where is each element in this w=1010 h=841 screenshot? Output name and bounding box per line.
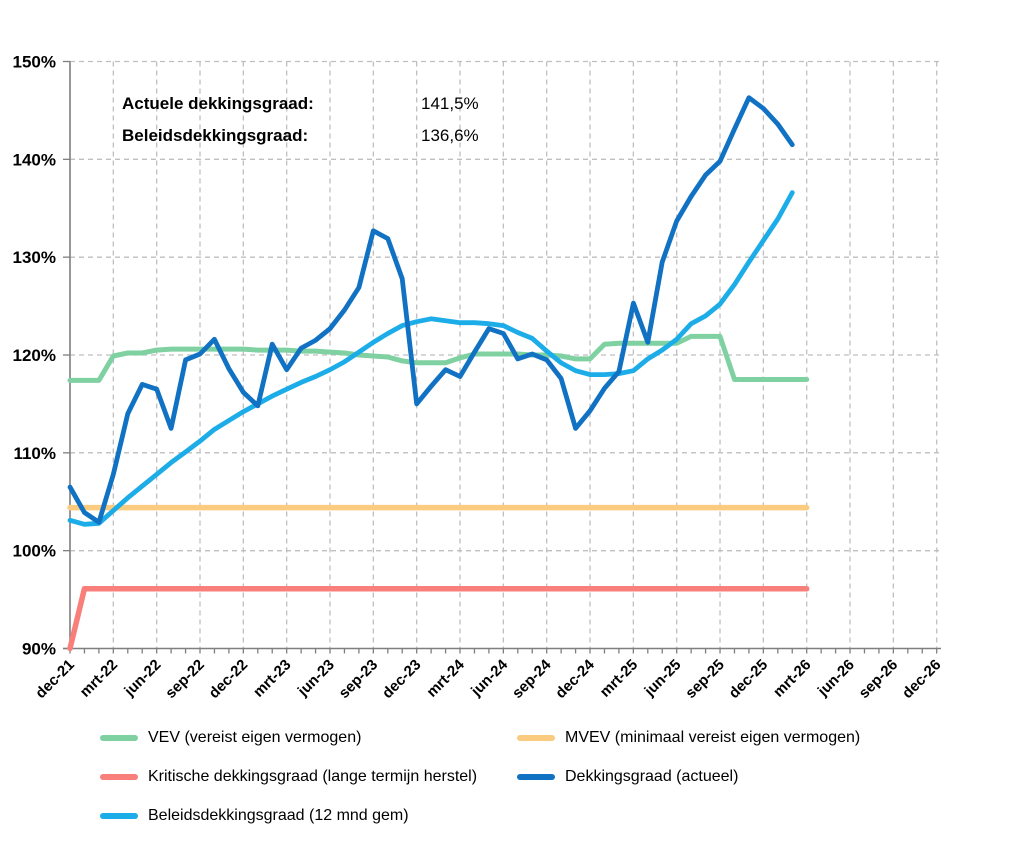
kritische-line-swatch [100, 774, 138, 780]
svg-text:dec-26: dec-26 [899, 656, 945, 702]
svg-text:120%: 120% [13, 346, 56, 365]
series-line-4 [67, 190, 795, 527]
legend-label-dekkingsgraad: Dekkingsgraad (actueel) [565, 768, 739, 785]
annotation-row-actuele: Actuele dekkingsgraad: 141,5% [122, 94, 479, 114]
svg-text:sep-22: sep-22 [162, 656, 208, 702]
svg-text:jun-22: jun-22 [121, 656, 165, 700]
svg-text:dec-25: dec-25 [726, 656, 772, 702]
svg-text:jun-23: jun-23 [294, 656, 338, 700]
series-line-2 [67, 586, 810, 652]
svg-text:dec-24: dec-24 [552, 656, 598, 702]
actuele-dekkingsgraad-label: Actuele dekkingsgraad: [122, 94, 314, 113]
legend-label-vev: VEV (vereist eigen vermogen) [148, 729, 362, 746]
series-line-3 [67, 95, 795, 525]
svg-text:140%: 140% [13, 150, 56, 169]
svg-text:jun-24: jun-24 [467, 656, 511, 700]
svg-text:sep-25: sep-25 [682, 656, 728, 702]
svg-text:dec-21: dec-21 [32, 656, 78, 702]
series-line-0 [67, 333, 810, 383]
actuele-dekkingsgraad-value: 141,5% [421, 94, 479, 113]
beleidsdekkingsgraad-label: Beleidsdekkingsgraad: [122, 126, 309, 145]
dekkingsgraad-line-swatch [517, 774, 555, 780]
legend-item-kritische: Kritische dekkingsgraad (lange termijn h… [100, 766, 477, 788]
legend-item-beleidsdekkingsgraad: Beleidsdekkingsgraad (12 mnd gem) [100, 805, 409, 827]
svg-text:mrt-26: mrt-26 [770, 656, 814, 700]
svg-text:150%: 150% [13, 53, 56, 72]
svg-text:110%: 110% [13, 444, 56, 463]
legend-label-kritische: Kritische dekkingsgraad (lange termijn h… [148, 768, 478, 785]
svg-text:mrt-24: mrt-24 [423, 656, 468, 701]
svg-text:90%: 90% [22, 640, 56, 659]
svg-text:mrt-22: mrt-22 [77, 656, 121, 700]
svg-text:sep-23: sep-23 [336, 656, 382, 702]
annotation-row-beleids: Beleidsdekkingsgraad: 136,6% [122, 126, 479, 146]
mvev-line-swatch [517, 735, 555, 741]
legend-item-vev: VEV (vereist eigen vermogen) [100, 727, 361, 749]
beleidsdekkingsgraad-value: 136,6% [421, 126, 479, 145]
svg-text:jun-25: jun-25 [641, 656, 685, 700]
vev-line-swatch [100, 735, 138, 741]
beleidsdekkingsgraad-line-swatch [100, 813, 138, 819]
legend-item-mvev: MVEV (minimaal vereist eigen vermogen) [517, 727, 860, 749]
legend-label-beleidsdekkingsgraad: Beleidsdekkingsgraad (12 mnd gem) [148, 807, 409, 824]
svg-text:mrt-23: mrt-23 [250, 656, 294, 700]
svg-text:sep-24: sep-24 [509, 656, 555, 702]
legend-item-dekkingsgraad: Dekkingsgraad (actueel) [517, 766, 738, 788]
svg-text:jun-26: jun-26 [814, 656, 858, 700]
svg-text:dec-23: dec-23 [379, 656, 425, 702]
svg-text:mrt-25: mrt-25 [597, 656, 641, 700]
svg-text:sep-26: sep-26 [856, 656, 902, 702]
svg-text:dec-22: dec-22 [206, 656, 252, 702]
legend-label-mvev: MVEV (minimaal vereist eigen vermogen) [565, 729, 861, 746]
svg-text:100%: 100% [13, 542, 56, 561]
svg-text:130%: 130% [13, 248, 56, 267]
